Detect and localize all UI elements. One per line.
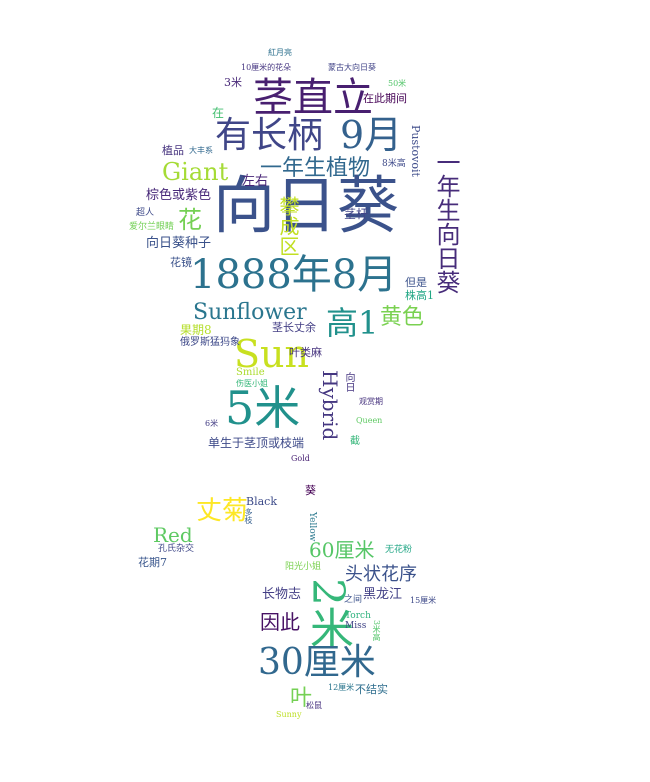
word-50mi: 50米 [388, 79, 407, 88]
word-12limi: 12厘米 [328, 683, 355, 692]
word-huaqi7: 花期7 [138, 556, 167, 569]
word-dafengxi: 大丰系 [189, 146, 213, 155]
word-xiangrikui: 向日葵 [213, 169, 400, 242]
word-kui: 葵 [305, 484, 316, 497]
word-zhongzi: 向日葵种子 [146, 236, 212, 251]
word-duozhi: 多枝 [244, 508, 253, 524]
word-9yue: 9月 [340, 113, 403, 157]
word-zhugao1: 株高1 [405, 289, 434, 302]
word-3mi: 3米 [224, 76, 242, 89]
word-10limi: 10厘米的花朵 [241, 63, 292, 72]
word-gold: Gold [291, 454, 310, 463]
word-chaoren: 超人 [136, 208, 155, 218]
word-30limi: 30厘米 [258, 642, 376, 683]
word-smile: Smile [236, 367, 265, 378]
word-heilongjiang: 黑龙江 [363, 587, 403, 602]
word-giant: Giant [162, 158, 229, 186]
word-pustovoit: Pustovoit [409, 125, 422, 177]
word-jie: 截 [350, 436, 360, 447]
word-yinianshengxiangrikui: 一年生向日葵 [432, 150, 460, 294]
word-1888: 1888年8月 [190, 252, 398, 298]
word-yinci: 因此 [260, 610, 300, 634]
word-menggu: 蒙古大向日葵 [328, 63, 376, 72]
word-3migao: 3米高 [372, 620, 381, 642]
word-60limi: 60厘米 [309, 538, 375, 562]
word-eluosi: 俄罗斯猛犸象 [180, 337, 240, 348]
word-sun: Sun [234, 332, 309, 376]
word-torch: Torch [345, 611, 371, 621]
word-zhangju: 丈菊 [196, 496, 249, 526]
word-guoqi8: 果期8 [180, 323, 212, 337]
word-jingzhili: 茎直立 [253, 75, 373, 121]
word-queen: Queen [356, 416, 383, 425]
word-xiangri: 向日 [343, 372, 354, 392]
word-8migao: 8米高 [382, 159, 406, 169]
word-zhijian: 之间 [344, 595, 363, 605]
word-kongshi: 孔氏杂交 [158, 544, 195, 554]
word-youchangbing: 有长柄 [215, 115, 324, 156]
word-hua: 花 [178, 206, 202, 234]
word-aierlan: 爱尔兰眼睛 [129, 222, 175, 232]
word-hybrid: Hybrid [318, 370, 342, 441]
word-bujieshi: 不结实 [355, 683, 388, 696]
word-huangse: 黄色 [380, 305, 425, 330]
word-touzhuang: 头状花序 [345, 564, 417, 585]
word-panchengqu: 攀成区 [276, 196, 300, 256]
word-dansheng: 单生于茎顶或枝端 [208, 436, 305, 450]
word-yinianshengzhiwu: 一年生植物 [260, 156, 371, 181]
word-6mi: 6米 [205, 419, 219, 428]
word-miss: Miss [345, 621, 367, 631]
word-jinggan: 茎杆 [344, 207, 369, 221]
word-ye: 叶 [290, 686, 313, 711]
word-jingchang: 茎长丈余 [272, 321, 316, 334]
word-2mi: 2米 [302, 578, 353, 650]
word-black: Black [246, 495, 277, 508]
word-changwuzhi: 长物志 [262, 587, 302, 602]
word-songshu: 松鼠 [306, 701, 322, 710]
word-zaiciqijian: 在此期间 [363, 92, 407, 105]
word-yellow: Yellow [307, 512, 317, 542]
word-zongse: 棕色或紫色 [146, 188, 212, 203]
word-sunny: Sunny [276, 710, 302, 719]
word-zhipin: 植品 [162, 144, 184, 157]
word-yeleima: 叶类麻 [289, 346, 322, 359]
word-shangyi: 伤医小姐 [236, 379, 268, 388]
word-wuhuafen: 无花粉 [385, 545, 413, 555]
word-huajing: 花镜 [170, 256, 192, 269]
word-red: Red [153, 523, 193, 547]
word-sunflower: Sunflower [193, 300, 307, 325]
word-danshi: 但是 [405, 276, 427, 289]
word-guanshangqi: 观赏期 [359, 397, 383, 406]
word-yangguang: 阳光小姐 [285, 562, 322, 572]
word-15limi: 15厘米 [410, 596, 437, 605]
word-hongyueliang: 紅月亮 [268, 48, 292, 57]
word-gao1: 高1 [326, 304, 379, 342]
word-zai: 在 [212, 106, 225, 120]
word-5mi: 5米 [225, 381, 301, 435]
word-zuoyou: 左右 [242, 174, 269, 189]
